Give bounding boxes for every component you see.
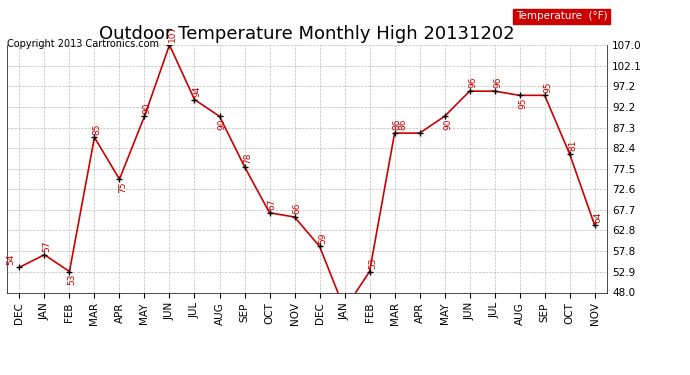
Title: Outdoor Temperature Monthly High 20131202: Outdoor Temperature Monthly High 2013120… — [99, 26, 515, 44]
Text: 75: 75 — [118, 182, 127, 193]
Text: 53: 53 — [368, 257, 377, 269]
Text: 96: 96 — [468, 77, 477, 88]
Text: 59: 59 — [318, 232, 327, 244]
Text: 90: 90 — [443, 119, 452, 130]
Text: 86: 86 — [393, 119, 402, 130]
Text: 95: 95 — [518, 98, 527, 109]
Text: 64: 64 — [593, 211, 602, 223]
Text: 95: 95 — [543, 81, 552, 93]
Text: Temperature  (°F): Temperature (°F) — [515, 11, 607, 21]
Text: 86: 86 — [398, 119, 407, 130]
Text: 96: 96 — [493, 77, 502, 88]
Text: 53: 53 — [68, 274, 77, 285]
Text: 57: 57 — [43, 240, 52, 252]
Text: 94: 94 — [193, 86, 201, 97]
Text: 90: 90 — [218, 119, 227, 130]
Text: 90: 90 — [143, 102, 152, 114]
Text: 67: 67 — [268, 198, 277, 210]
Text: Copyright 2013 Cartronics.com: Copyright 2013 Cartronics.com — [7, 39, 159, 50]
Text: 85: 85 — [92, 123, 101, 135]
Text: 66: 66 — [293, 203, 302, 214]
Text: 78: 78 — [243, 152, 252, 164]
Text: 81: 81 — [568, 140, 577, 151]
Text: 107: 107 — [168, 25, 177, 42]
Text: 54: 54 — [7, 253, 16, 264]
Text: 44: 44 — [0, 374, 1, 375]
